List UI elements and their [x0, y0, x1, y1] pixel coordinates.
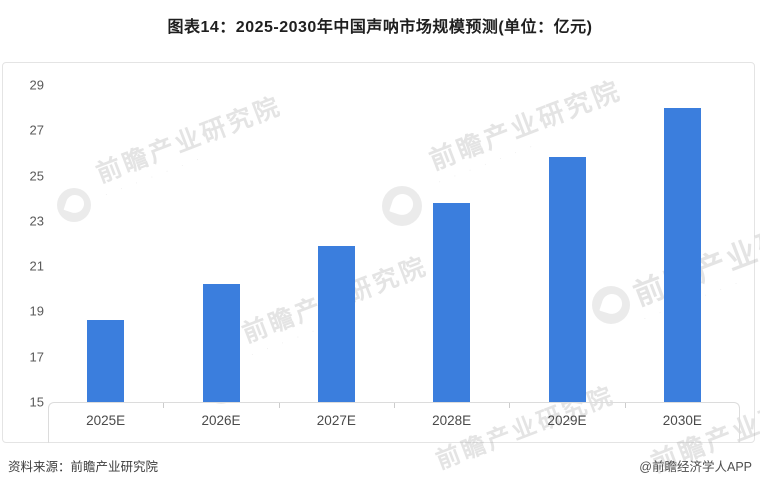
bar-2029E	[548, 157, 586, 402]
y-tick-label: 27	[29, 122, 44, 138]
source-note: 资料来源：前瞻产业研究院	[8, 460, 159, 474]
x-tick-label: 2028E	[432, 413, 472, 428]
credit-note: @前瞻经济学人APP	[639, 460, 752, 474]
x-tick-label: 2029E	[547, 413, 587, 428]
bar-2027E	[317, 245, 355, 402]
bar-2026E	[202, 284, 240, 402]
chart-title: 图表14：2025-2030年中国声呐市场规模预测(单位：亿元)	[167, 19, 593, 36]
y-tick-label: 29	[29, 77, 44, 93]
plot-area-border	[2, 62, 755, 443]
y-tick-label: 23	[29, 213, 44, 229]
bar-2025E	[87, 320, 125, 402]
x-axis-tick	[163, 403, 165, 408]
x-axis-band	[48, 402, 740, 443]
y-tick-label: 17	[29, 349, 44, 365]
x-tick-label: 2026E	[201, 413, 241, 428]
x-axis-tick	[278, 403, 280, 408]
y-tick-label: 19	[29, 303, 44, 319]
y-tick-label: 15	[29, 394, 44, 410]
x-axis-tick	[509, 403, 511, 408]
bar-2030E	[663, 107, 701, 402]
x-axis-tick	[624, 403, 626, 408]
bar-2028E	[433, 202, 471, 402]
x-tick-label: 2025E	[86, 413, 126, 428]
x-axis-tick	[394, 403, 395, 408]
y-tick-label: 21	[29, 258, 44, 274]
y-tick-label: 25	[29, 168, 44, 184]
x-tick-label: 2027E	[316, 413, 356, 428]
x-tick-label: 2030E	[662, 413, 702, 428]
